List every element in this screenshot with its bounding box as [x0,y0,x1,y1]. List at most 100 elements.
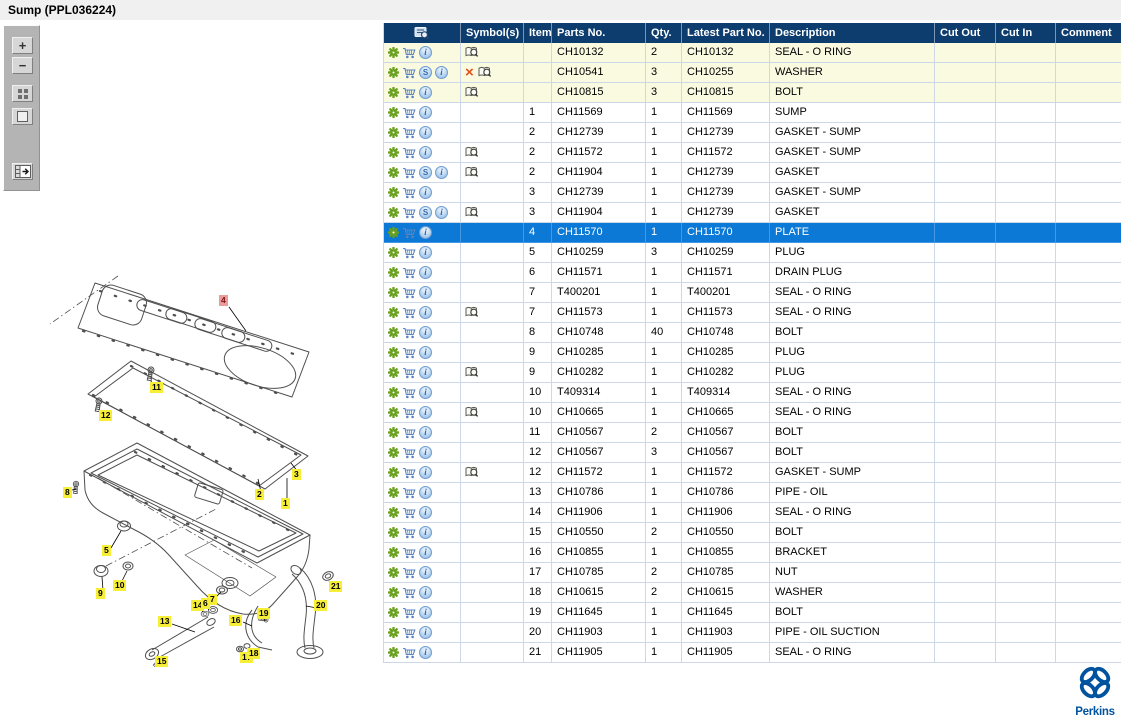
gear-icon[interactable] [388,327,399,338]
callout-6[interactable]: 6 [201,598,210,609]
table-row[interactable]: i 4 CH11570 1 CH11570 PLATE [384,223,1121,243]
parts-book-icon[interactable] [465,46,479,59]
s-badge-icon[interactable]: S [419,166,432,179]
add-to-cart-icon[interactable] [402,247,416,259]
add-to-cart-icon[interactable] [402,67,416,79]
gear-icon[interactable] [388,67,399,78]
add-to-cart-icon[interactable] [402,467,416,479]
callout-5[interactable]: 5 [102,545,111,556]
callout-11[interactable]: 11 [150,382,163,393]
table-row[interactable]: i 19 CH11645 1 CH11645 BOLT [384,603,1121,623]
table-row[interactable]: i 11 CH10567 2 CH10567 BOLT [384,423,1121,443]
add-to-cart-icon[interactable] [402,567,416,579]
add-to-cart-icon[interactable] [402,627,416,639]
add-to-cart-icon[interactable] [402,127,416,139]
add-to-cart-icon[interactable] [402,487,416,499]
table-row[interactable]: i 7 T400201 1 T400201 SEAL - O RING [384,283,1121,303]
add-to-cart-icon[interactable] [402,427,416,439]
info-icon[interactable]: i [419,346,432,359]
callout-19[interactable]: 19 [257,608,271,619]
info-icon[interactable]: i [435,206,448,219]
gear-icon[interactable] [388,247,399,258]
add-to-cart-icon[interactable] [402,587,416,599]
add-to-cart-icon[interactable] [402,327,416,339]
add-to-cart-icon[interactable] [402,207,416,219]
table-row[interactable]: i 8 CH10748 40 CH10748 BOLT [384,323,1121,343]
add-to-cart-icon[interactable] [402,447,416,459]
gear-icon[interactable] [388,167,399,178]
add-to-cart-icon[interactable] [402,107,416,119]
gear-icon[interactable] [388,527,399,538]
table-row[interactable]: i 2 CH11572 1 CH11572 GASKET - SUMP [384,143,1121,163]
s-badge-icon[interactable]: S [419,66,432,79]
parts-book-icon[interactable] [465,206,479,219]
callout-18[interactable]: 18 [247,648,261,659]
table-row[interactable]: i 9 CH10285 1 CH10285 PLUG [384,343,1121,363]
info-icon[interactable]: i [419,486,432,499]
table-row[interactable]: i 1 CH11569 1 CH11569 SUMP [384,103,1121,123]
parts-book-icon[interactable] [465,366,479,379]
gear-icon[interactable] [388,587,399,598]
gear-icon[interactable] [388,427,399,438]
add-to-cart-icon[interactable] [402,527,416,539]
add-to-cart-icon[interactable] [402,147,416,159]
info-icon[interactable]: i [419,406,432,419]
gear-icon[interactable] [388,107,399,118]
table-row[interactable]: i 20 CH11903 1 CH11903 PIPE - OIL SUCTION [384,623,1121,643]
gear-icon[interactable] [388,307,399,318]
info-icon[interactable]: i [419,326,432,339]
callout-2[interactable]: 2 [255,489,264,500]
table-row[interactable]: i 15 CH10550 2 CH10550 BOLT [384,523,1121,543]
gear-icon[interactable] [388,647,399,658]
add-to-cart-icon[interactable] [402,87,416,99]
gear-icon[interactable] [388,547,399,558]
add-to-cart-icon[interactable] [402,547,416,559]
info-icon[interactable]: i [419,146,432,159]
callout-15[interactable]: 15 [155,656,169,667]
parts-book-icon[interactable] [465,306,479,319]
callout-1[interactable]: 1 [281,498,290,509]
info-icon[interactable]: i [419,106,432,119]
table-row[interactable]: i 9 CH10282 1 CH10282 PLUG [384,363,1121,383]
zoom-in-button[interactable]: + [12,37,33,54]
parts-book-icon[interactable] [465,166,479,179]
parts-book-icon[interactable] [465,146,479,159]
info-icon[interactable]: i [419,626,432,639]
toggle-panel-button[interactable] [12,163,33,180]
info-icon[interactable]: i [419,246,432,259]
table-row[interactable]: i 21 CH11905 1 CH11905 SEAL - O RING [384,643,1121,663]
table-row[interactable]: i 5 CH10259 3 CH10259 PLUG [384,243,1121,263]
gear-icon[interactable] [388,227,399,238]
callout-20[interactable]: 20 [314,600,328,611]
gear-icon[interactable] [388,207,399,218]
add-to-cart-icon[interactable] [402,647,416,659]
gear-icon[interactable] [388,607,399,618]
info-icon[interactable]: i [419,266,432,279]
add-to-cart-icon[interactable] [402,407,416,419]
info-icon[interactable]: i [419,506,432,519]
gear-icon[interactable] [388,47,399,58]
info-icon[interactable]: i [419,466,432,479]
callout-8[interactable]: 8 [63,487,72,498]
info-icon[interactable]: i [419,46,432,59]
callout-13[interactable]: 13 [158,616,172,627]
add-to-cart-icon[interactable] [402,387,416,399]
gear-icon[interactable] [388,87,399,98]
info-icon[interactable]: i [435,66,448,79]
info-icon[interactable]: i [419,546,432,559]
callout-9[interactable]: 9 [96,588,105,599]
gear-icon[interactable] [388,287,399,298]
add-to-cart-icon[interactable] [402,287,416,299]
info-icon[interactable]: i [419,286,432,299]
add-to-cart-icon[interactable] [402,227,416,239]
info-icon[interactable]: i [419,606,432,619]
table-row[interactable]: i 17 CH10785 2 CH10785 NUT [384,563,1121,583]
table-row[interactable]: i 7 CH11573 1 CH11573 SEAL - O RING [384,303,1121,323]
info-icon[interactable]: i [419,646,432,659]
callout-17[interactable]: 17 [240,652,254,663]
add-to-cart-icon[interactable] [402,367,416,379]
info-icon[interactable]: i [419,586,432,599]
table-row[interactable]: i 13 CH10786 1 CH10786 PIPE - OIL [384,483,1121,503]
gear-icon[interactable] [388,347,399,358]
